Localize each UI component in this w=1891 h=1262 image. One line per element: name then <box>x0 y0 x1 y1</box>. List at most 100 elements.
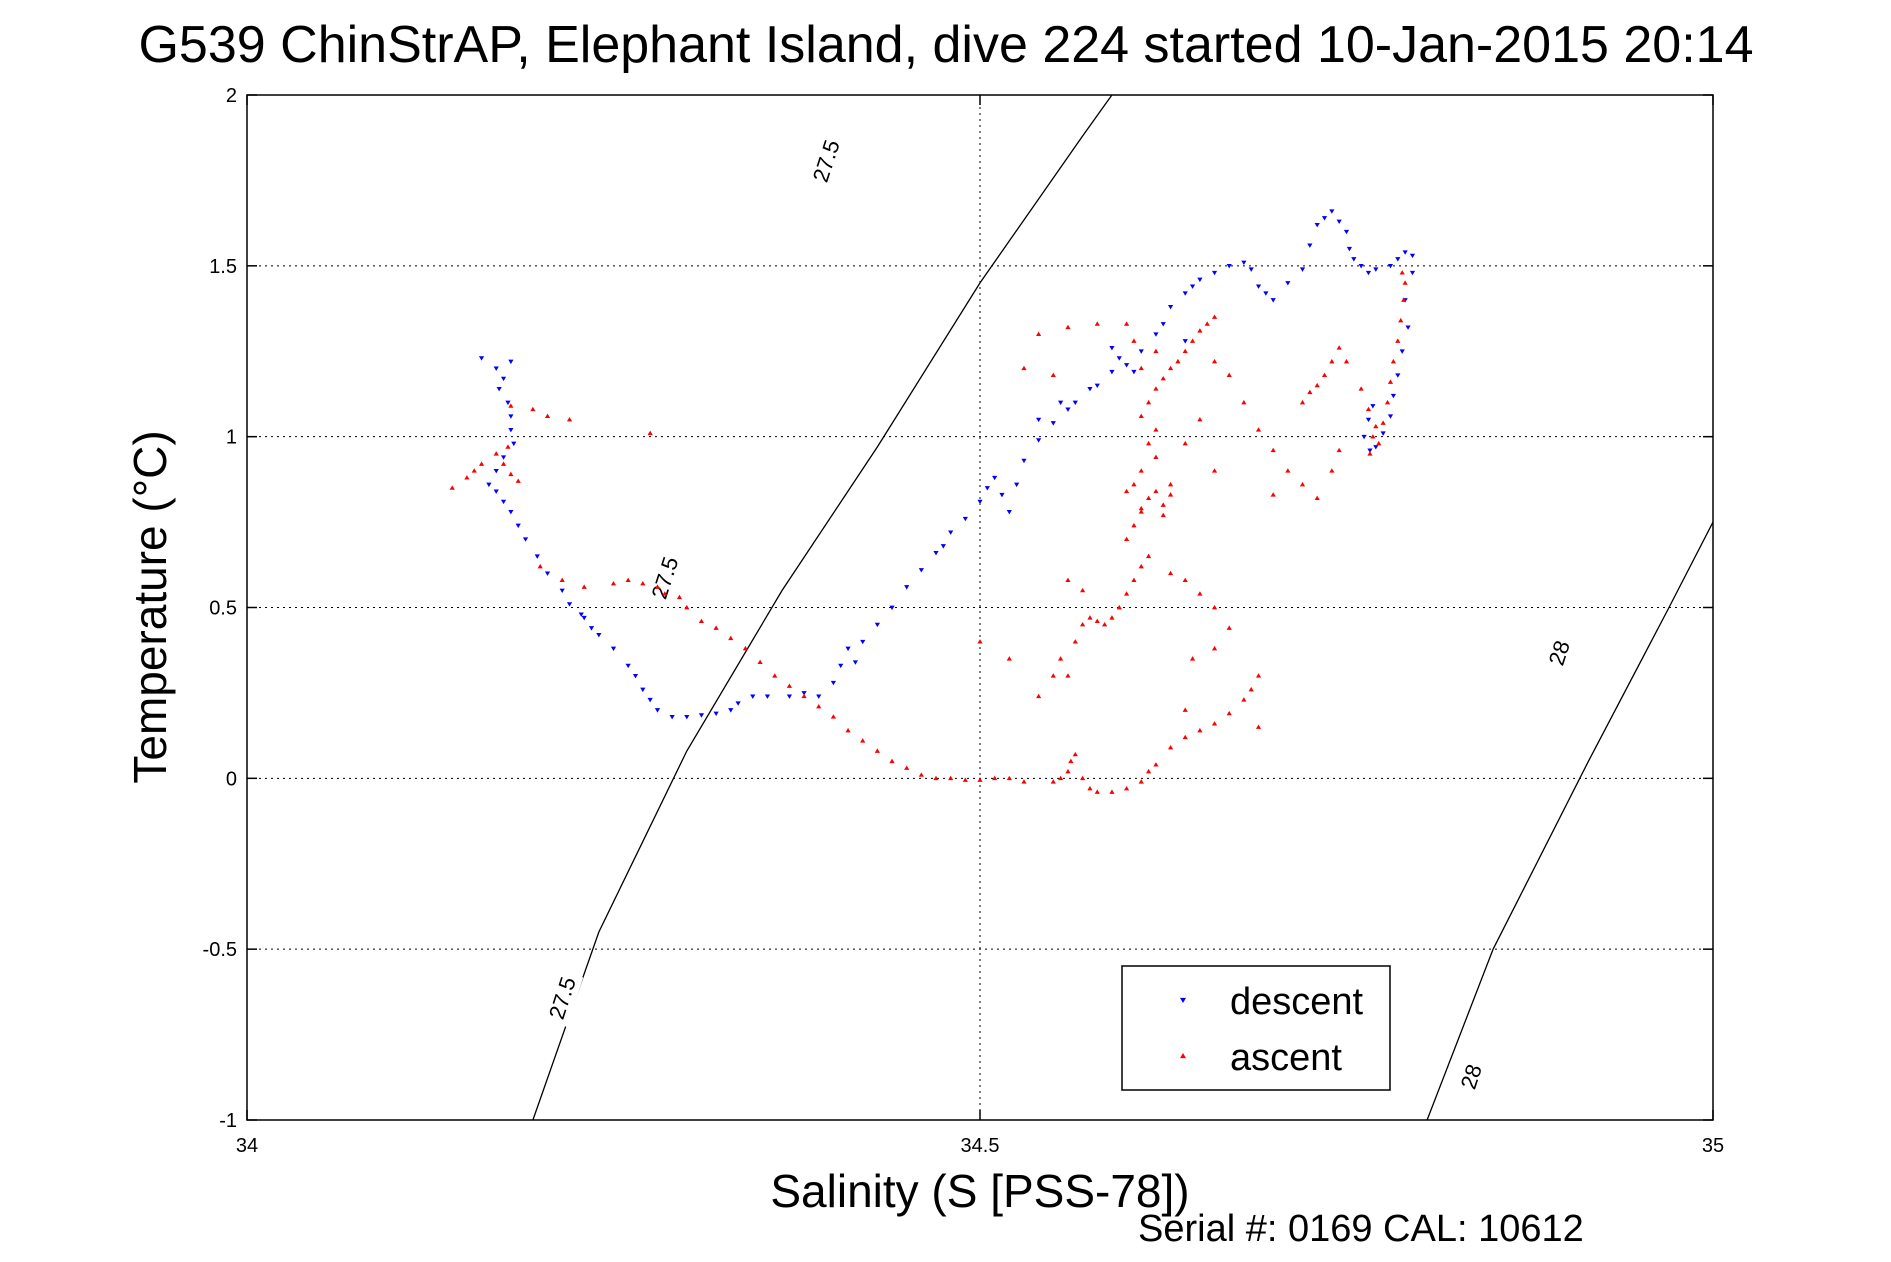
ascent-point <box>1358 386 1364 391</box>
ascent-point <box>1145 399 1152 405</box>
ascent-point <box>1124 536 1130 541</box>
descent-point <box>581 615 587 621</box>
descent-point <box>1014 482 1020 488</box>
x-tick-label: 35 <box>1702 1135 1724 1157</box>
descent-point <box>596 633 602 638</box>
descent-point <box>654 708 661 713</box>
descent-point <box>1399 349 1405 354</box>
ascent-point <box>1124 321 1130 326</box>
ascent-point <box>1153 762 1159 767</box>
contour-label-mask <box>806 132 848 190</box>
legend: descent ascent <box>1121 965 1391 1091</box>
descent-point <box>1109 369 1115 375</box>
descent-point <box>801 691 807 696</box>
ascent-point <box>1153 488 1159 494</box>
descent-point <box>1087 387 1093 392</box>
ascent-point <box>1153 386 1159 391</box>
ascent-point <box>1080 587 1086 593</box>
ascent-point <box>530 406 536 412</box>
ascent-point <box>1087 785 1093 791</box>
descent-point <box>1409 270 1416 276</box>
ascent-point <box>1021 779 1027 784</box>
ascent-point <box>1314 382 1320 388</box>
ascent-point <box>1402 280 1408 285</box>
ascent-point <box>1138 468 1144 473</box>
descent-point <box>1365 270 1372 276</box>
ascent-point <box>1399 270 1405 275</box>
ascent-point <box>1226 710 1232 716</box>
ascent-point <box>1131 481 1137 487</box>
ascent-point <box>1197 416 1203 422</box>
descent-point <box>1211 270 1218 276</box>
ascent-point <box>1138 779 1144 784</box>
descent-point <box>999 492 1005 498</box>
ascent-point <box>1094 789 1100 794</box>
ascent-point <box>1072 639 1078 644</box>
contour-label: 27.5 <box>544 974 581 1022</box>
descent-point <box>1367 448 1373 453</box>
ascent-point <box>500 461 507 466</box>
descent-point <box>534 554 540 559</box>
ascent-point <box>1367 451 1373 456</box>
ascent-point <box>1226 372 1232 377</box>
descent-point <box>1390 393 1397 399</box>
descent-point <box>948 530 954 535</box>
ascent-point <box>1153 427 1159 432</box>
descent-point <box>904 585 910 590</box>
ascent-point <box>559 577 565 582</box>
descent-point <box>1109 346 1115 351</box>
descent-point <box>1065 407 1071 412</box>
descent-point <box>750 694 756 699</box>
ascent-point <box>1314 495 1320 500</box>
ascent-point <box>1160 375 1166 381</box>
ascent-point <box>713 625 719 630</box>
density-contours <box>532 94 1714 1121</box>
ascent-point <box>860 738 866 743</box>
ascent-point <box>1050 779 1056 784</box>
ascent-point <box>1189 338 1196 343</box>
y-tick-label: 2 <box>226 85 237 107</box>
ascent-point <box>1365 406 1372 412</box>
ascent-point <box>1182 707 1188 712</box>
descent-point <box>500 376 507 382</box>
ascent-point <box>1197 727 1203 733</box>
ascent-point <box>1153 454 1159 459</box>
ascent-point <box>962 777 968 782</box>
ascent-point <box>1124 488 1130 494</box>
y-tick-label: 1.5 <box>209 256 237 278</box>
ascent-point <box>1153 348 1159 354</box>
legend-ascent-label: ascent <box>1230 1037 1342 1079</box>
descent-point <box>1409 253 1416 259</box>
descent-point <box>1387 264 1394 269</box>
descent-point <box>500 499 507 505</box>
descent-point <box>1263 291 1269 296</box>
descent-point <box>1343 229 1350 235</box>
ascent-point <box>772 673 778 678</box>
ascent-point <box>508 403 514 408</box>
descent-point <box>874 622 880 628</box>
ascent-point <box>1241 399 1247 405</box>
ascent-point <box>830 714 836 719</box>
ascent-point <box>566 416 573 422</box>
ascent-point <box>647 430 653 436</box>
ascent-point <box>478 461 485 466</box>
y-tick-label: -0.5 <box>203 939 237 961</box>
ascent-point <box>493 451 499 456</box>
data-points <box>449 209 1416 794</box>
descent-point <box>566 602 573 607</box>
descent-point <box>918 568 924 573</box>
ascent-point <box>581 584 587 589</box>
ascent-point <box>610 580 617 586</box>
descent-point <box>1285 281 1291 286</box>
descent-point <box>1153 332 1159 337</box>
descent-point <box>610 646 617 652</box>
ascent-point <box>464 475 470 480</box>
ascent-point <box>1072 751 1078 757</box>
legend-descent-label: descent <box>1230 981 1364 1023</box>
ascent-point <box>1094 618 1100 623</box>
descent-point <box>1226 264 1232 269</box>
ascent-point <box>1065 768 1071 774</box>
ascent-point <box>845 727 851 733</box>
